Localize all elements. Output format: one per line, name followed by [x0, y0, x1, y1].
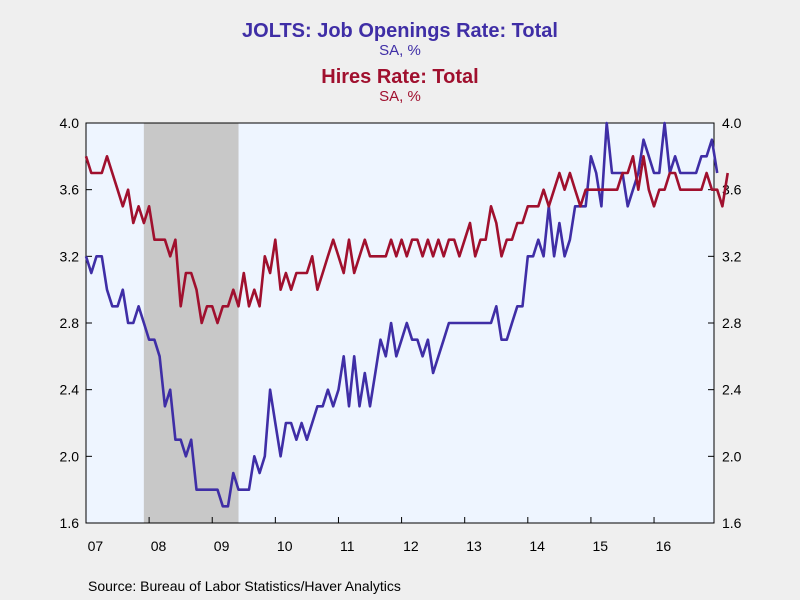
y-tick-label-right: 1.6: [722, 515, 742, 531]
x-tick-label: 15: [593, 538, 609, 554]
y-tick-label-right: 2.0: [722, 448, 742, 464]
x-tick-label: 16: [656, 538, 672, 554]
y-tick-label-left: 1.6: [60, 515, 80, 531]
y-tick-label-left: 2.4: [60, 382, 80, 398]
y-tick-label-left: 2.0: [60, 448, 80, 464]
source-note: Source: Bureau of Labor Statistics/Haver…: [88, 578, 401, 594]
hires-rate-line: [84, 155, 729, 325]
chart-title-2: Hires Rate: Total: [321, 66, 479, 88]
chart-subtitle-2: SA, %: [379, 88, 421, 105]
job-openings-rate-line: [84, 121, 719, 508]
x-tick-label: 07: [88, 538, 104, 554]
y-tick-label-left: 3.2: [60, 248, 80, 264]
x-tick-label: 14: [529, 538, 545, 554]
y-tick-label-left: 3.6: [60, 182, 80, 198]
chart-title-1: JOLTS: Job Openings Rate: Total: [242, 20, 558, 42]
x-tick-label: 10: [277, 538, 293, 554]
y-tick-label-right: 3.2: [722, 248, 742, 264]
x-tick-label: 08: [151, 538, 167, 554]
y-tick-label-right: 2.4: [722, 382, 742, 398]
x-tick-label: 13: [466, 538, 482, 554]
y-tick-label-right: 2.8: [722, 315, 742, 331]
y-tick-label-left: 2.8: [60, 315, 80, 331]
y-tick-label-left: 4.0: [60, 115, 80, 131]
recession-shading: [143, 123, 239, 523]
x-tick-label: 11: [340, 538, 355, 554]
chart-subtitle-1: SA, %: [379, 42, 421, 59]
x-tick-label: 09: [214, 538, 230, 554]
x-tick-label: 12: [403, 538, 419, 554]
y-tick-label-right: 4.0: [722, 115, 742, 131]
